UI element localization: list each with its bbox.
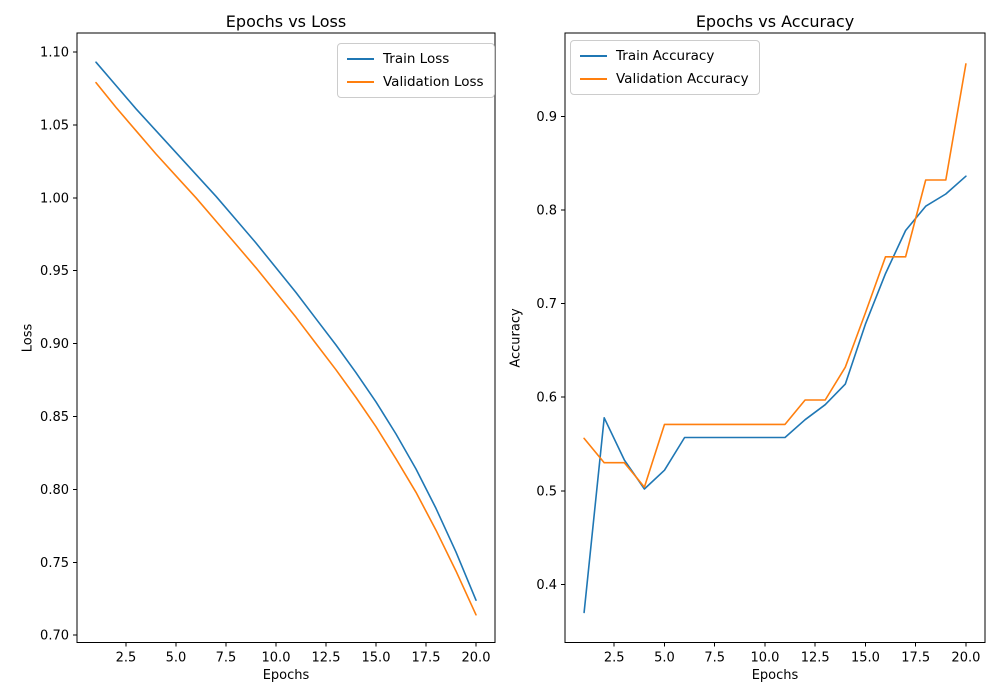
x-tick-label: 17.5	[901, 651, 930, 666]
y-tick-label: 0.5	[536, 484, 557, 499]
y-tick-label: 0.95	[40, 264, 69, 279]
legend-item-validation-accuracy: Validation Accuracy	[580, 71, 749, 87]
series-line-validation-accuracy	[583, 63, 967, 488]
x-tick-label: 2.5	[116, 651, 137, 666]
axes-frame	[564, 32, 986, 643]
legend-line-sample-validation-loss	[347, 81, 374, 83]
legend-item-train-accuracy: Train Accuracy	[580, 48, 749, 64]
x-tick-label: 15.0	[851, 651, 880, 666]
y-tick-label: 1.10	[40, 45, 69, 60]
legend-label-train-loss: Train Loss	[383, 51, 450, 67]
legend-line-sample-train-accuracy	[580, 55, 607, 57]
series-line-train-loss	[95, 61, 477, 602]
x-tick-label: 15.0	[362, 651, 391, 666]
y-tick-label: 0.75	[40, 556, 69, 571]
y-tick-label: 1.05	[40, 118, 69, 133]
legend-label-validation-loss: Validation Loss	[383, 74, 484, 90]
legend-line-sample-train-loss	[347, 58, 374, 60]
y-axis-label-accuracy: Accuracy	[508, 308, 524, 368]
legend-label-train-accuracy: Train Accuracy	[616, 48, 715, 64]
series-line-train-accuracy	[583, 175, 967, 614]
x-tick-label: 20.0	[462, 651, 491, 666]
x-axis-label-accuracy-chart: Epochs	[751, 668, 799, 683]
y-tick-label: 0.4	[536, 578, 557, 593]
legend-item-validation-loss: Validation Loss	[347, 74, 484, 90]
axes-frame	[76, 32, 496, 643]
legend-label-validation-accuracy: Validation Accuracy	[616, 71, 749, 87]
y-tick-label: 1.00	[40, 191, 69, 206]
legend-item-train-loss: Train Loss	[347, 51, 484, 67]
x-tick-label: 7.5	[216, 651, 237, 666]
chart-title-loss: Epochs vs Loss	[225, 12, 347, 31]
legend-line-sample-validation-accuracy	[580, 78, 607, 80]
x-tick-label: 10.0	[262, 651, 291, 666]
y-tick-label: 0.85	[40, 410, 69, 425]
y-tick-label: 0.6	[536, 391, 557, 406]
x-tick-label: 5.0	[166, 651, 187, 666]
series-line-validation-loss	[95, 81, 477, 616]
x-tick-label: 12.5	[801, 651, 830, 666]
y-tick-label: 0.70	[40, 629, 69, 644]
y-tick-label: 0.8	[536, 203, 557, 218]
y-tick-label: 0.80	[40, 483, 69, 498]
y-tick-label: 0.7	[536, 297, 557, 312]
legend-accuracy: Train Accuracy Validation Accuracy	[570, 40, 760, 95]
x-tick-label: 12.5	[312, 651, 341, 666]
y-tick-label: 0.9	[536, 110, 557, 125]
chart-title-accuracy: Epochs vs Accuracy	[695, 12, 855, 31]
x-tick-label: 20.0	[951, 651, 980, 666]
x-tick-label: 17.5	[412, 651, 441, 666]
legend-loss: Train Loss Validation Loss	[337, 43, 495, 98]
x-tick-label: 7.5	[704, 651, 725, 666]
x-tick-label: 10.0	[750, 651, 779, 666]
x-tick-label: 2.5	[604, 651, 625, 666]
x-axis-label-loss-chart: Epochs	[262, 668, 310, 683]
x-tick-label: 5.0	[654, 651, 675, 666]
y-axis-label-loss: Loss	[20, 323, 36, 353]
y-tick-label: 0.90	[40, 337, 69, 352]
